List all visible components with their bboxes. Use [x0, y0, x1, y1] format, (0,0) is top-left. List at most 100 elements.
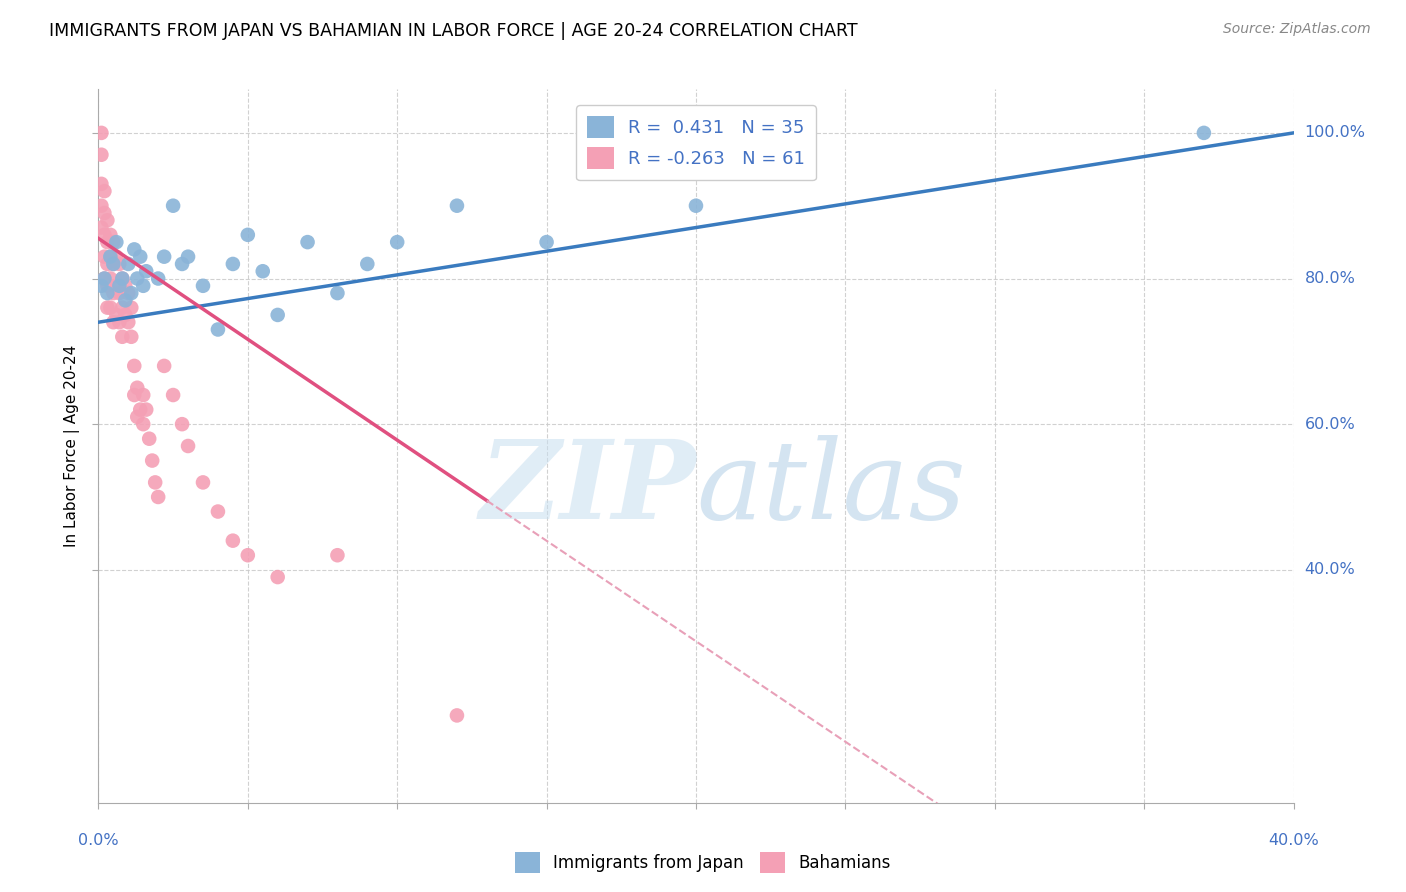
Point: [124, 243, 146, 257]
Point: [103, 286, 125, 301]
Point: [93, 227, 115, 242]
Point: [207, 504, 229, 518]
Point: [236, 548, 259, 562]
Point: [114, 308, 136, 322]
Text: 60.0%: 60.0%: [1305, 417, 1355, 432]
Point: [252, 264, 274, 278]
Point: [98, 227, 122, 242]
Legend: R =  0.431   N = 35, R = -0.263   N = 61: R = 0.431 N = 35, R = -0.263 N = 61: [576, 105, 815, 180]
Legend: Immigrants from Japan, Bahamians: Immigrants from Japan, Bahamians: [508, 846, 898, 880]
Point: [124, 359, 146, 373]
Point: [93, 206, 115, 220]
Point: [117, 315, 139, 329]
Text: ZIP: ZIP: [479, 435, 696, 542]
Point: [446, 708, 468, 723]
Point: [129, 402, 152, 417]
Point: [162, 388, 184, 402]
Point: [96, 235, 118, 249]
Point: [356, 257, 378, 271]
Point: [93, 250, 115, 264]
Point: [108, 315, 131, 329]
Point: [98, 271, 122, 285]
Point: [127, 381, 149, 395]
Point: [90, 278, 112, 293]
Point: [108, 286, 131, 301]
Point: [236, 227, 259, 242]
Text: IMMIGRANTS FROM JAPAN VS BAHAMIAN IN LABOR FORCE | AGE 20-24 CORRELATION CHART: IMMIGRANTS FROM JAPAN VS BAHAMIAN IN LAB…: [49, 22, 858, 40]
Point: [103, 257, 125, 271]
Point: [105, 250, 128, 264]
Point: [114, 278, 136, 293]
Point: [93, 271, 115, 285]
Point: [172, 417, 194, 432]
Text: 80.0%: 80.0%: [1305, 271, 1355, 286]
Point: [267, 308, 290, 322]
Point: [132, 278, 155, 293]
Point: [108, 257, 131, 271]
Point: [120, 330, 142, 344]
Point: [153, 250, 176, 264]
Point: [143, 475, 166, 490]
Text: 40.0%: 40.0%: [1305, 562, 1355, 577]
Point: [326, 286, 349, 301]
Point: [326, 548, 349, 562]
Point: [177, 250, 200, 264]
Point: [117, 286, 139, 301]
Point: [111, 271, 134, 285]
Point: [90, 126, 112, 140]
Point: [385, 235, 409, 249]
Point: [135, 402, 157, 417]
Point: [90, 220, 112, 235]
Text: 40.0%: 40.0%: [1268, 833, 1319, 848]
Point: [135, 264, 157, 278]
Text: 100.0%: 100.0%: [1305, 126, 1365, 140]
Point: [105, 278, 128, 293]
Point: [172, 257, 194, 271]
Point: [117, 257, 139, 271]
Point: [141, 453, 163, 467]
Point: [127, 271, 149, 285]
Point: [90, 147, 112, 161]
Point: [132, 388, 155, 402]
Point: [111, 271, 134, 285]
Point: [129, 250, 152, 264]
Text: Source: ZipAtlas.com: Source: ZipAtlas.com: [1223, 22, 1371, 37]
Point: [105, 235, 128, 249]
Point: [105, 308, 128, 322]
Point: [103, 257, 125, 271]
Point: [148, 490, 170, 504]
Point: [222, 257, 245, 271]
Point: [138, 432, 160, 446]
Text: 0.0%: 0.0%: [79, 833, 118, 848]
Point: [162, 199, 184, 213]
Point: [536, 235, 558, 249]
Point: [124, 388, 146, 402]
Point: [93, 271, 115, 285]
Point: [207, 322, 229, 336]
Point: [98, 301, 122, 315]
Point: [446, 199, 468, 213]
Point: [111, 330, 134, 344]
Point: [103, 235, 125, 249]
Point: [96, 278, 118, 293]
Point: [96, 286, 118, 301]
Point: [103, 315, 125, 329]
Point: [127, 409, 149, 424]
Point: [96, 301, 118, 315]
Point: [90, 177, 112, 191]
Point: [191, 475, 214, 490]
Point: [93, 184, 115, 198]
Point: [120, 286, 142, 301]
Point: [267, 570, 290, 584]
Point: [120, 301, 142, 315]
Point: [685, 199, 707, 213]
Y-axis label: In Labor Force | Age 20-24: In Labor Force | Age 20-24: [63, 345, 80, 547]
Point: [177, 439, 200, 453]
Point: [90, 199, 112, 213]
Point: [1192, 126, 1215, 140]
Point: [132, 417, 155, 432]
Point: [114, 293, 136, 308]
Point: [191, 278, 214, 293]
Text: atlas: atlas: [696, 435, 966, 542]
Point: [98, 250, 122, 264]
